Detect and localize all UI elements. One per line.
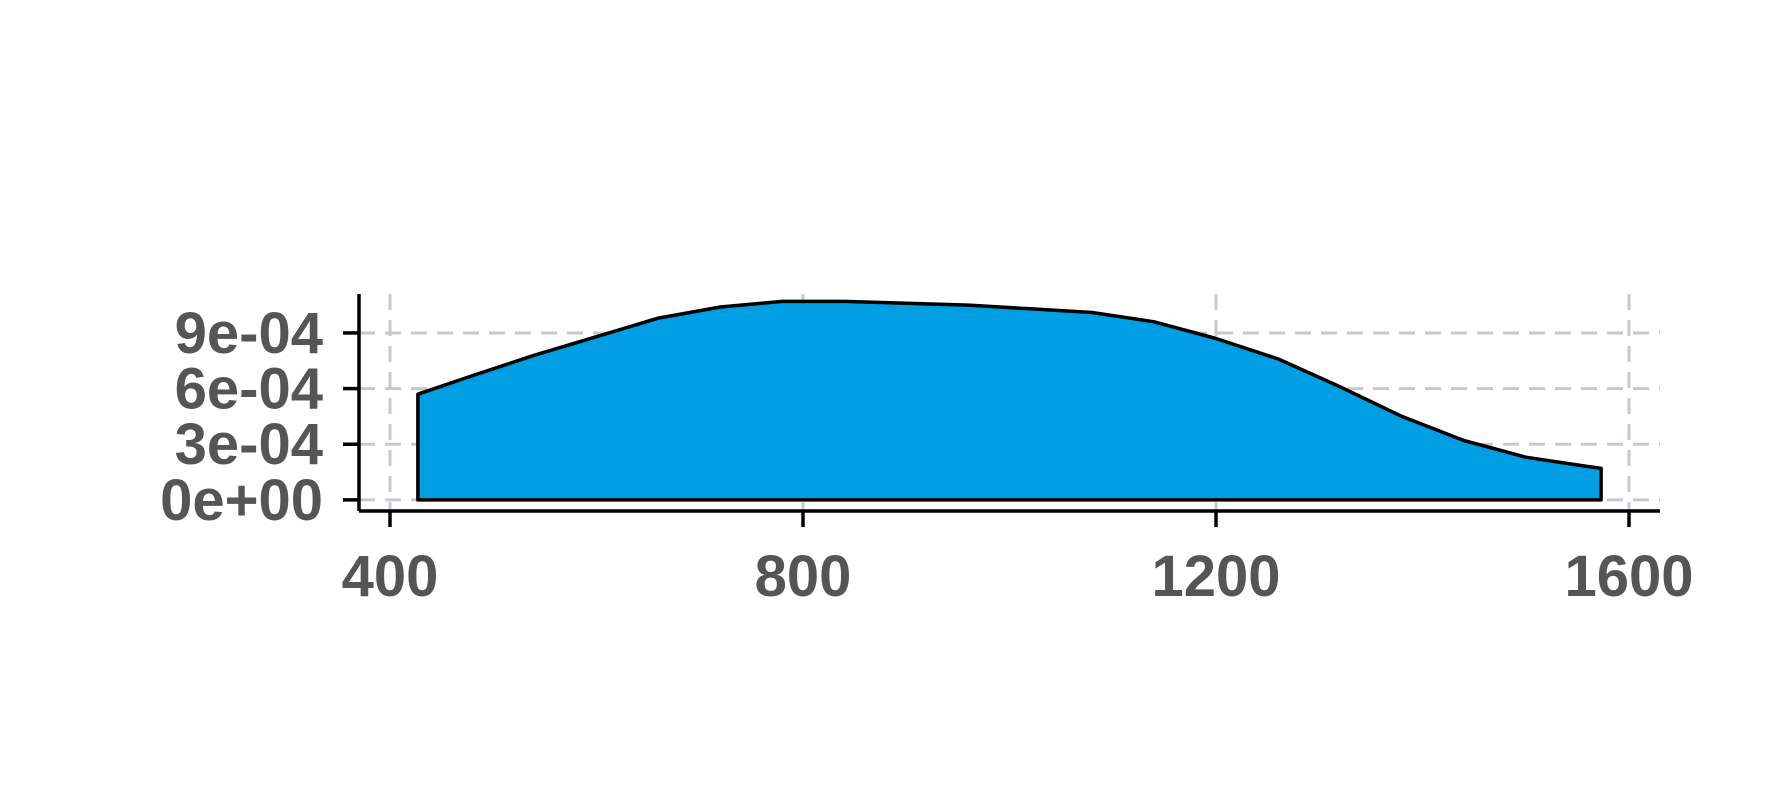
x-tick-label: 400 <box>342 544 439 609</box>
axes <box>357 294 1660 513</box>
x-ticks <box>388 511 1631 527</box>
x-tick-label: 800 <box>755 544 852 609</box>
x-tick-label: 1200 <box>1151 544 1280 609</box>
x-tick-label: 1600 <box>1565 544 1694 609</box>
x-tick-labels: 400 800 1200 1600 <box>342 544 1694 609</box>
y-tick-label: 0e+00 <box>160 468 323 533</box>
density-area <box>416 299 1603 502</box>
y-tick-label: 6e-04 <box>175 357 323 422</box>
y-tick-label: 9e-04 <box>175 301 323 366</box>
y-tick-label: 3e-04 <box>175 412 323 477</box>
y-ticks <box>343 331 359 502</box>
